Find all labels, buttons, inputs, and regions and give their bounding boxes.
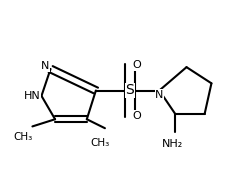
Text: S: S	[125, 83, 134, 98]
Text: N: N	[154, 90, 163, 100]
Text: O: O	[132, 111, 141, 121]
Text: O: O	[132, 60, 141, 70]
Text: N: N	[40, 61, 49, 71]
Text: HN: HN	[24, 91, 41, 101]
Text: NH₂: NH₂	[162, 139, 183, 149]
Text: CH₃: CH₃	[14, 132, 33, 142]
Text: CH₃: CH₃	[90, 138, 110, 148]
